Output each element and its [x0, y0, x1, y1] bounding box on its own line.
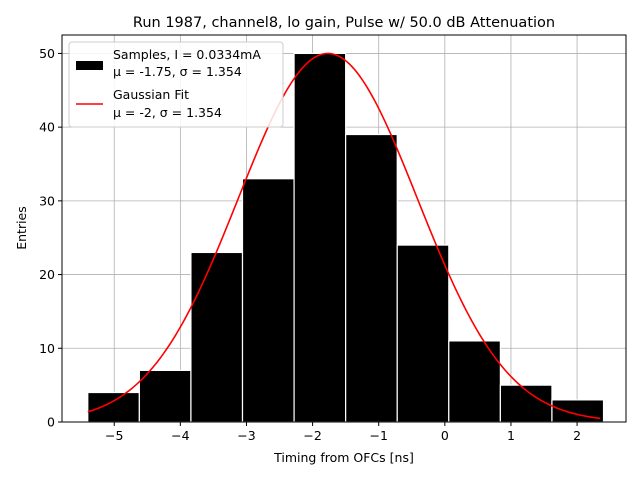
legend-fit-stats: μ = -2, σ = 1.354 — [113, 105, 222, 120]
histogram-bar — [241, 178, 295, 423]
y-axis-ticks: 0 10 20 30 40 50 — [39, 46, 62, 430]
y-tick-label: 20 — [39, 267, 55, 282]
plot-frame — [61, 34, 627, 423]
x-tick-label: −4 — [171, 428, 189, 443]
histogram-bar — [396, 244, 450, 423]
y-tick-label: 0 — [47, 415, 55, 430]
y-tick-label: 10 — [39, 341, 55, 356]
y-tick-label: 30 — [39, 193, 55, 208]
y-tick-label: 50 — [39, 46, 55, 61]
legend-samples-swatch — [76, 61, 103, 70]
legend-box — [68, 41, 284, 128]
legend-samples-stats: μ = -1.75, σ = 1.354 — [113, 64, 242, 79]
histogram-bar — [138, 369, 192, 423]
y-axis-label: Entries — [14, 206, 29, 250]
x-tick-label: −5 — [105, 428, 123, 443]
chart-title: Run 1987, channel8, lo gain, Pulse w/ 50… — [133, 15, 555, 31]
histogram-bar — [87, 391, 140, 423]
gaussian-fit-line — [87, 52, 601, 420]
x-tick-label: 2 — [573, 428, 581, 443]
legend-fit-name: Gaussian Fit — [113, 87, 189, 102]
x-tick-label: 1 — [507, 428, 515, 443]
x-axis-label: Timing from OFCs [ns] — [273, 450, 414, 465]
legend-samples-name: Samples, I = 0.0334mA — [113, 47, 261, 62]
legend: Samples, I = 0.0334mA μ = -1.75, σ = 1.3… — [68, 41, 284, 128]
x-tick-label: −2 — [303, 428, 321, 443]
x-tick-label: 0 — [441, 428, 449, 443]
gaussian-fit-curve — [87, 52, 601, 420]
histogram-bar — [293, 52, 347, 423]
histogram-bar — [345, 133, 398, 423]
histogram-bars — [87, 52, 605, 423]
y-tick-label: 40 — [39, 120, 55, 135]
x-axis-ticks: −5 −4 −3 −2 −1 0 1 2 — [105, 422, 581, 443]
histogram-bar — [190, 251, 244, 423]
x-tick-label: −1 — [369, 428, 387, 443]
histogram-bar — [551, 399, 605, 423]
x-tick-label: −3 — [237, 428, 255, 443]
